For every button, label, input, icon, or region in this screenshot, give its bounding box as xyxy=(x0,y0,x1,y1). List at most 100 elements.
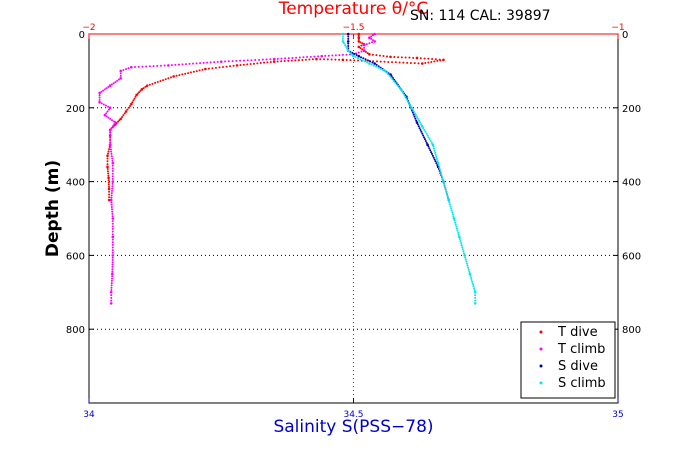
data-point xyxy=(432,145,435,148)
data-point xyxy=(130,102,133,106)
data-point xyxy=(399,88,403,91)
data-point xyxy=(111,125,114,128)
data-point xyxy=(109,131,112,134)
data-point xyxy=(315,57,318,61)
data-point xyxy=(109,146,112,149)
data-point xyxy=(453,219,456,222)
data-point xyxy=(111,259,114,262)
data-point xyxy=(175,74,178,77)
data-point xyxy=(107,181,110,184)
data-point xyxy=(378,54,381,57)
data-point xyxy=(428,138,431,141)
data-point xyxy=(413,62,416,65)
data-point xyxy=(341,40,345,43)
data-point xyxy=(347,37,350,40)
serial-calibration-annotation: SN: 114 CAL: 39897 xyxy=(410,8,551,24)
data-point xyxy=(436,160,439,163)
data-point xyxy=(416,123,419,126)
data-point xyxy=(469,274,472,277)
data-point xyxy=(195,62,198,65)
data-point xyxy=(110,127,113,130)
data-point xyxy=(352,54,355,58)
data-point xyxy=(412,56,415,59)
data-point xyxy=(258,58,261,61)
data-point xyxy=(111,222,114,225)
data-point xyxy=(114,80,117,83)
data-point xyxy=(317,55,320,58)
data-point xyxy=(98,98,101,101)
data-point xyxy=(371,34,374,37)
data-point xyxy=(420,62,424,65)
data-point xyxy=(184,63,187,66)
data-point xyxy=(424,61,427,64)
data-point xyxy=(177,63,180,66)
data-point xyxy=(465,260,468,263)
data-point xyxy=(152,65,155,68)
data-point xyxy=(417,117,420,120)
data-point xyxy=(362,49,366,52)
data-point xyxy=(111,251,114,254)
data-point xyxy=(111,212,114,215)
data-point xyxy=(137,65,140,68)
data-point xyxy=(109,138,112,141)
data-point xyxy=(364,50,367,53)
data-point xyxy=(415,56,419,60)
data-point xyxy=(111,265,114,268)
data-point xyxy=(455,227,458,230)
data-point xyxy=(114,121,117,124)
data-point xyxy=(109,291,113,294)
data-point xyxy=(135,93,138,97)
data-point xyxy=(195,70,198,73)
data-point xyxy=(415,121,419,124)
data-point xyxy=(128,104,131,107)
top-tick-label: −1.5 xyxy=(343,23,365,33)
data-point xyxy=(430,151,433,154)
data-point xyxy=(105,115,108,118)
data-point xyxy=(117,120,120,123)
data-point xyxy=(441,176,444,179)
data-point xyxy=(106,168,109,171)
data-point xyxy=(347,42,350,45)
data-point xyxy=(341,37,344,40)
data-point xyxy=(127,106,130,109)
data-point xyxy=(437,164,440,167)
data-point xyxy=(107,105,110,108)
data-point xyxy=(189,71,192,74)
data-point xyxy=(348,50,351,53)
data-point xyxy=(345,45,348,48)
data-point xyxy=(447,198,451,202)
data-point xyxy=(181,73,184,76)
data-point xyxy=(370,37,373,40)
data-point xyxy=(111,187,114,190)
data-point xyxy=(111,177,114,180)
data-point xyxy=(290,59,293,62)
data-point xyxy=(319,58,322,61)
data-point xyxy=(419,57,422,60)
data-point xyxy=(111,182,114,185)
data-point xyxy=(458,235,461,239)
data-point xyxy=(284,57,287,60)
data-point xyxy=(110,192,113,195)
data-point xyxy=(167,77,170,80)
data-point xyxy=(107,116,110,119)
y-tick-label-left: 600 xyxy=(66,251,85,262)
data-point xyxy=(438,168,441,171)
data-point xyxy=(110,203,113,206)
data-point xyxy=(418,127,421,130)
data-point xyxy=(361,59,364,62)
data-point xyxy=(341,32,345,36)
data-point xyxy=(231,60,234,63)
legend-box xyxy=(520,321,616,399)
data-point xyxy=(232,64,235,67)
data-point xyxy=(438,166,441,169)
legend-marker xyxy=(539,347,543,351)
data-point xyxy=(100,90,103,93)
data-point xyxy=(419,128,422,131)
data-point xyxy=(430,152,433,155)
data-point xyxy=(431,154,434,157)
data-point xyxy=(423,138,426,141)
data-point xyxy=(301,58,304,61)
data-point xyxy=(107,185,110,188)
data-point xyxy=(112,82,115,85)
